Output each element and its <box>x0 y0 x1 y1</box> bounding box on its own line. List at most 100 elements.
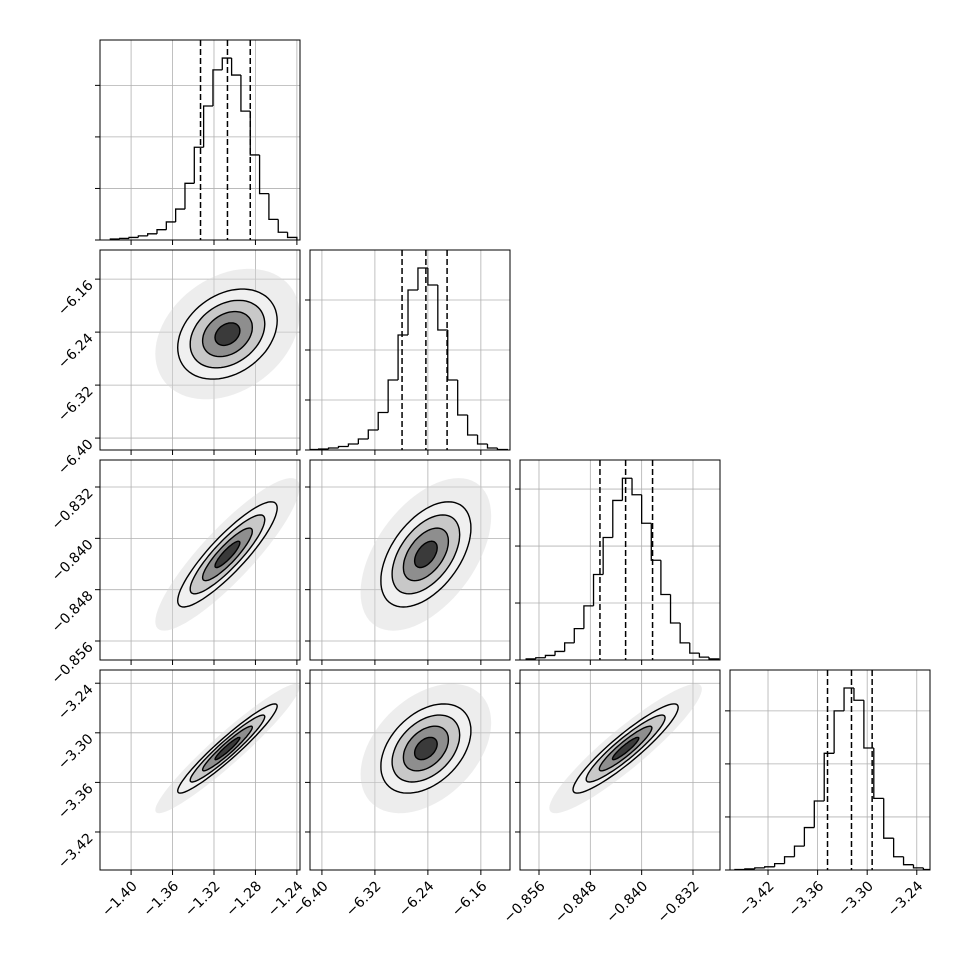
x-tick-label: −1.40 <box>99 878 141 920</box>
histogram-bin <box>437 285 448 331</box>
x-tick-label: −1.36 <box>141 878 183 920</box>
histogram-bin <box>583 605 594 629</box>
histogram-bin <box>212 69 223 106</box>
contour <box>413 736 438 761</box>
panel <box>100 40 300 240</box>
histogram-bin <box>184 182 195 210</box>
histogram-bin <box>347 443 359 447</box>
panel-frame <box>519 459 721 661</box>
histogram-bin <box>631 478 642 496</box>
panel-frame <box>729 669 931 871</box>
histogram-bin <box>193 146 204 184</box>
histogram-bin <box>744 868 755 870</box>
histogram-bin <box>883 798 894 839</box>
y-tick-label: −6.32 <box>55 383 97 425</box>
contour <box>214 322 241 347</box>
histogram-bin <box>813 800 825 828</box>
panel-frame <box>99 459 301 661</box>
histogram-bin <box>621 477 633 501</box>
histogram-bin <box>357 438 369 444</box>
histogram-bin <box>317 448 329 450</box>
histogram-bin <box>650 523 661 561</box>
histogram-bin <box>602 536 613 575</box>
histogram-bin <box>240 75 251 112</box>
histogram-bin <box>803 826 815 847</box>
histogram-bin <box>286 232 298 240</box>
histogram-bin <box>337 445 349 448</box>
x-tick-label: −6.16 <box>449 878 491 920</box>
histogram-bin <box>833 710 845 754</box>
panel <box>520 670 720 870</box>
histogram-bin <box>466 415 478 436</box>
histogram-bin <box>592 573 604 606</box>
histogram-bin <box>708 657 720 660</box>
histogram-bin <box>202 105 213 148</box>
y-tick-label: −0.832 <box>49 485 97 533</box>
y-tick-label: −0.840 <box>49 537 97 585</box>
y-tick-label: −3.30 <box>55 731 97 773</box>
histogram-bin <box>573 628 584 643</box>
histogram-bin <box>277 219 288 233</box>
x-tick-label: −3.30 <box>835 878 877 920</box>
histogram-bin <box>258 154 269 195</box>
panel-frame <box>309 459 511 661</box>
histogram-bin <box>268 193 279 221</box>
histogram-bin <box>754 867 765 869</box>
panel <box>310 670 510 870</box>
histogram-bin <box>689 642 700 654</box>
histogram-bin <box>564 642 575 652</box>
x-tick-label: −1.28 <box>223 878 265 920</box>
histogram-bin <box>892 838 904 858</box>
histogram-bin <box>669 594 681 624</box>
panel-frame <box>309 669 511 871</box>
x-tick-label: −6.24 <box>396 878 438 920</box>
histogram-bin <box>128 236 139 239</box>
histogram-bin <box>327 447 339 449</box>
histogram-bin <box>407 289 418 335</box>
histogram-bin <box>476 435 488 445</box>
y-tick-label: −6.16 <box>55 277 97 319</box>
histogram-bin <box>773 862 785 867</box>
histogram-bin <box>417 267 428 290</box>
contour <box>611 736 640 761</box>
histogram-bin <box>612 499 623 538</box>
y-tick-label: −3.36 <box>55 781 97 823</box>
x-tick-label: −3.42 <box>736 878 778 920</box>
y-tick-label: −0.856 <box>49 639 97 687</box>
y-tick-label: −6.40 <box>55 436 97 478</box>
x-tick-label: −0.856 <box>501 878 549 926</box>
histogram-bin <box>387 379 399 413</box>
panel-frame <box>519 669 721 871</box>
x-tick-label: −1.32 <box>182 878 224 920</box>
contour <box>214 540 241 569</box>
panel <box>730 670 930 870</box>
y-tick-label: −3.42 <box>55 830 97 872</box>
panel <box>310 460 510 660</box>
y-tick-label: −6.24 <box>55 330 97 372</box>
histogram-bin <box>853 688 864 701</box>
histogram-bin <box>427 268 438 286</box>
histogram-bin <box>698 653 710 658</box>
panel <box>310 250 510 450</box>
histogram-bin <box>554 650 565 656</box>
panel-frame <box>99 249 301 451</box>
histogram-bin <box>457 380 468 416</box>
histogram-bin <box>823 752 835 802</box>
histogram-bin <box>660 560 671 596</box>
histogram-bin <box>764 866 775 868</box>
x-tick-label: −0.832 <box>655 878 703 926</box>
y-tick-label: −3.24 <box>55 682 97 724</box>
histogram-bin <box>912 864 924 869</box>
histogram-bin <box>863 700 874 749</box>
histogram-bin <box>486 444 498 449</box>
panel <box>100 460 300 660</box>
histogram-bin <box>165 221 176 230</box>
histogram-bin <box>147 233 157 236</box>
histogram-bin <box>873 747 884 800</box>
panel-frame <box>99 669 301 871</box>
histogram-bin <box>447 330 458 381</box>
histogram-bin <box>230 58 241 76</box>
panel <box>520 460 720 660</box>
histogram-bin <box>535 657 546 659</box>
